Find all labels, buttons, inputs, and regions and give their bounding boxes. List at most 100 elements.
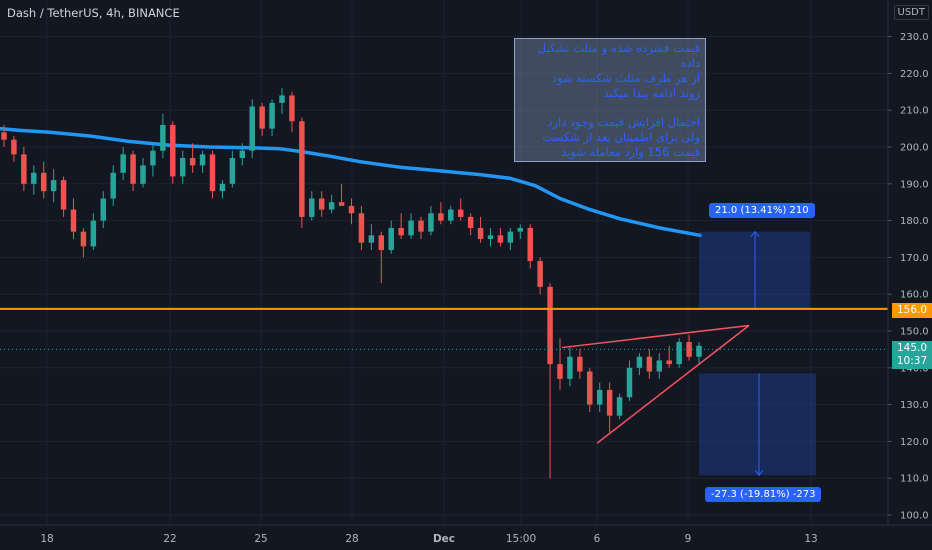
candle-body [616,397,623,416]
candle-body [527,227,533,262]
candle-body [299,121,305,217]
y-tick-label: 130.0 [900,400,929,411]
x-tick-label: 28 [345,533,358,545]
last-price-value: 145.0 [896,342,928,354]
candle-body [666,360,672,365]
candle-body [676,342,682,365]
note-line: قیمت 156 وارد معامله شوید [560,145,700,159]
candle-body [696,345,702,357]
candle-body [209,154,216,192]
candle-body [338,202,345,206]
candle-body [279,95,285,103]
candle-body [140,165,146,184]
candle-body [50,180,57,192]
candle-body [636,356,643,368]
x-tick-label: 9 [685,533,692,545]
bar-countdown: 10:37 [896,355,928,367]
candle-body [517,227,524,232]
y-tick-label: 210.0 [900,106,929,117]
y-tick-label: 100.0 [900,511,929,522]
horizontal-level-layer[interactable] [0,307,888,350]
candle-body [289,95,295,122]
candle-body [408,220,414,236]
candle-body [309,198,315,217]
candlestick-series [1,88,702,479]
measure-down-box[interactable] [699,373,816,476]
candle-body [418,220,424,232]
measure-down-arrowhead [754,469,764,477]
candle-body [1,132,7,140]
y-tick-label: 190.0 [900,179,929,190]
candle-body [100,198,107,221]
candle-body [626,367,633,398]
note-line: قیمت فشرده شده و مثلث تشکیل داده [537,41,700,70]
candle-body [537,261,543,287]
candle-body [587,371,593,405]
candle-body [80,231,87,247]
candle-body [170,124,176,177]
candle-body [239,150,246,159]
y-tick-label: 120.0 [900,437,929,448]
candle-body [318,198,325,210]
candle-body [150,150,156,166]
y-tick-label: 150.0 [900,327,929,338]
candle-body [388,227,394,251]
y-tick-label: 180.0 [900,216,929,227]
candle-body [467,216,474,228]
y-tick-label: 110.0 [900,474,929,485]
level-price-tag: 156.0 [892,303,932,318]
candle-body [229,158,236,184]
chart-grid [0,0,888,525]
candle-body [179,158,186,177]
candle-body [577,356,583,372]
annotation-note[interactable]: قیمت فشرده شده و مثلث تشکیل داده از هر ط… [514,38,706,162]
candle-body [219,183,226,192]
candle-body [567,356,573,379]
measure-tools[interactable] [699,230,816,477]
symbol-title: Dash / TetherUS, 4h, BINANCE [7,6,180,20]
triangle-lower-line[interactable] [596,324,750,444]
candle-body [40,172,47,192]
candle-body [438,213,444,221]
y-tick-label: 220.0 [900,69,929,80]
candle-body [259,106,265,129]
note-line: روند ادامه پیدا میکند [603,86,700,100]
candle-body [348,205,355,214]
candle-body [328,202,335,210]
candle-body [21,154,27,184]
x-tick-label: 13 [804,533,817,545]
y-tick-label: 170.0 [900,253,929,264]
triangle-upper-line[interactable] [561,324,750,349]
candle-body [31,172,37,184]
measure-up-arrowhead [750,230,760,237]
candle-body [606,389,613,416]
currency-label[interactable]: USDT [893,5,929,20]
y-tick-label: 200.0 [900,143,929,154]
candle-body [596,389,603,405]
candle-body [11,139,17,155]
candle-body [547,286,553,365]
note-line: ولی برای اطمینان بعد از شکست [542,130,700,144]
candle-body [90,220,97,247]
candle-body [70,209,77,232]
moving-average-line[interactable] [0,126,702,238]
candle-body [448,209,454,221]
candle-body [249,106,255,151]
note-line: احتمال افزایش قیمت وجود دارد [547,115,700,129]
candle-body [428,213,434,232]
y-tick-label: 230.0 [900,32,929,43]
candle-body [120,154,126,173]
candle-body [497,235,504,243]
candle-body [557,364,563,379]
candle-body [477,227,484,239]
triangle-pattern[interactable] [561,324,750,444]
last-price-tag: 145.0 10:37 [892,341,932,369]
candle-body [160,124,166,151]
x-tick-label: 6 [594,533,601,545]
measure-down-label: -27.3 (-19.81%) -273 [705,487,822,502]
candle-body [130,154,136,184]
candle-body [269,102,275,129]
candle-body [507,231,514,243]
x-tick-label: Dec [433,533,455,545]
